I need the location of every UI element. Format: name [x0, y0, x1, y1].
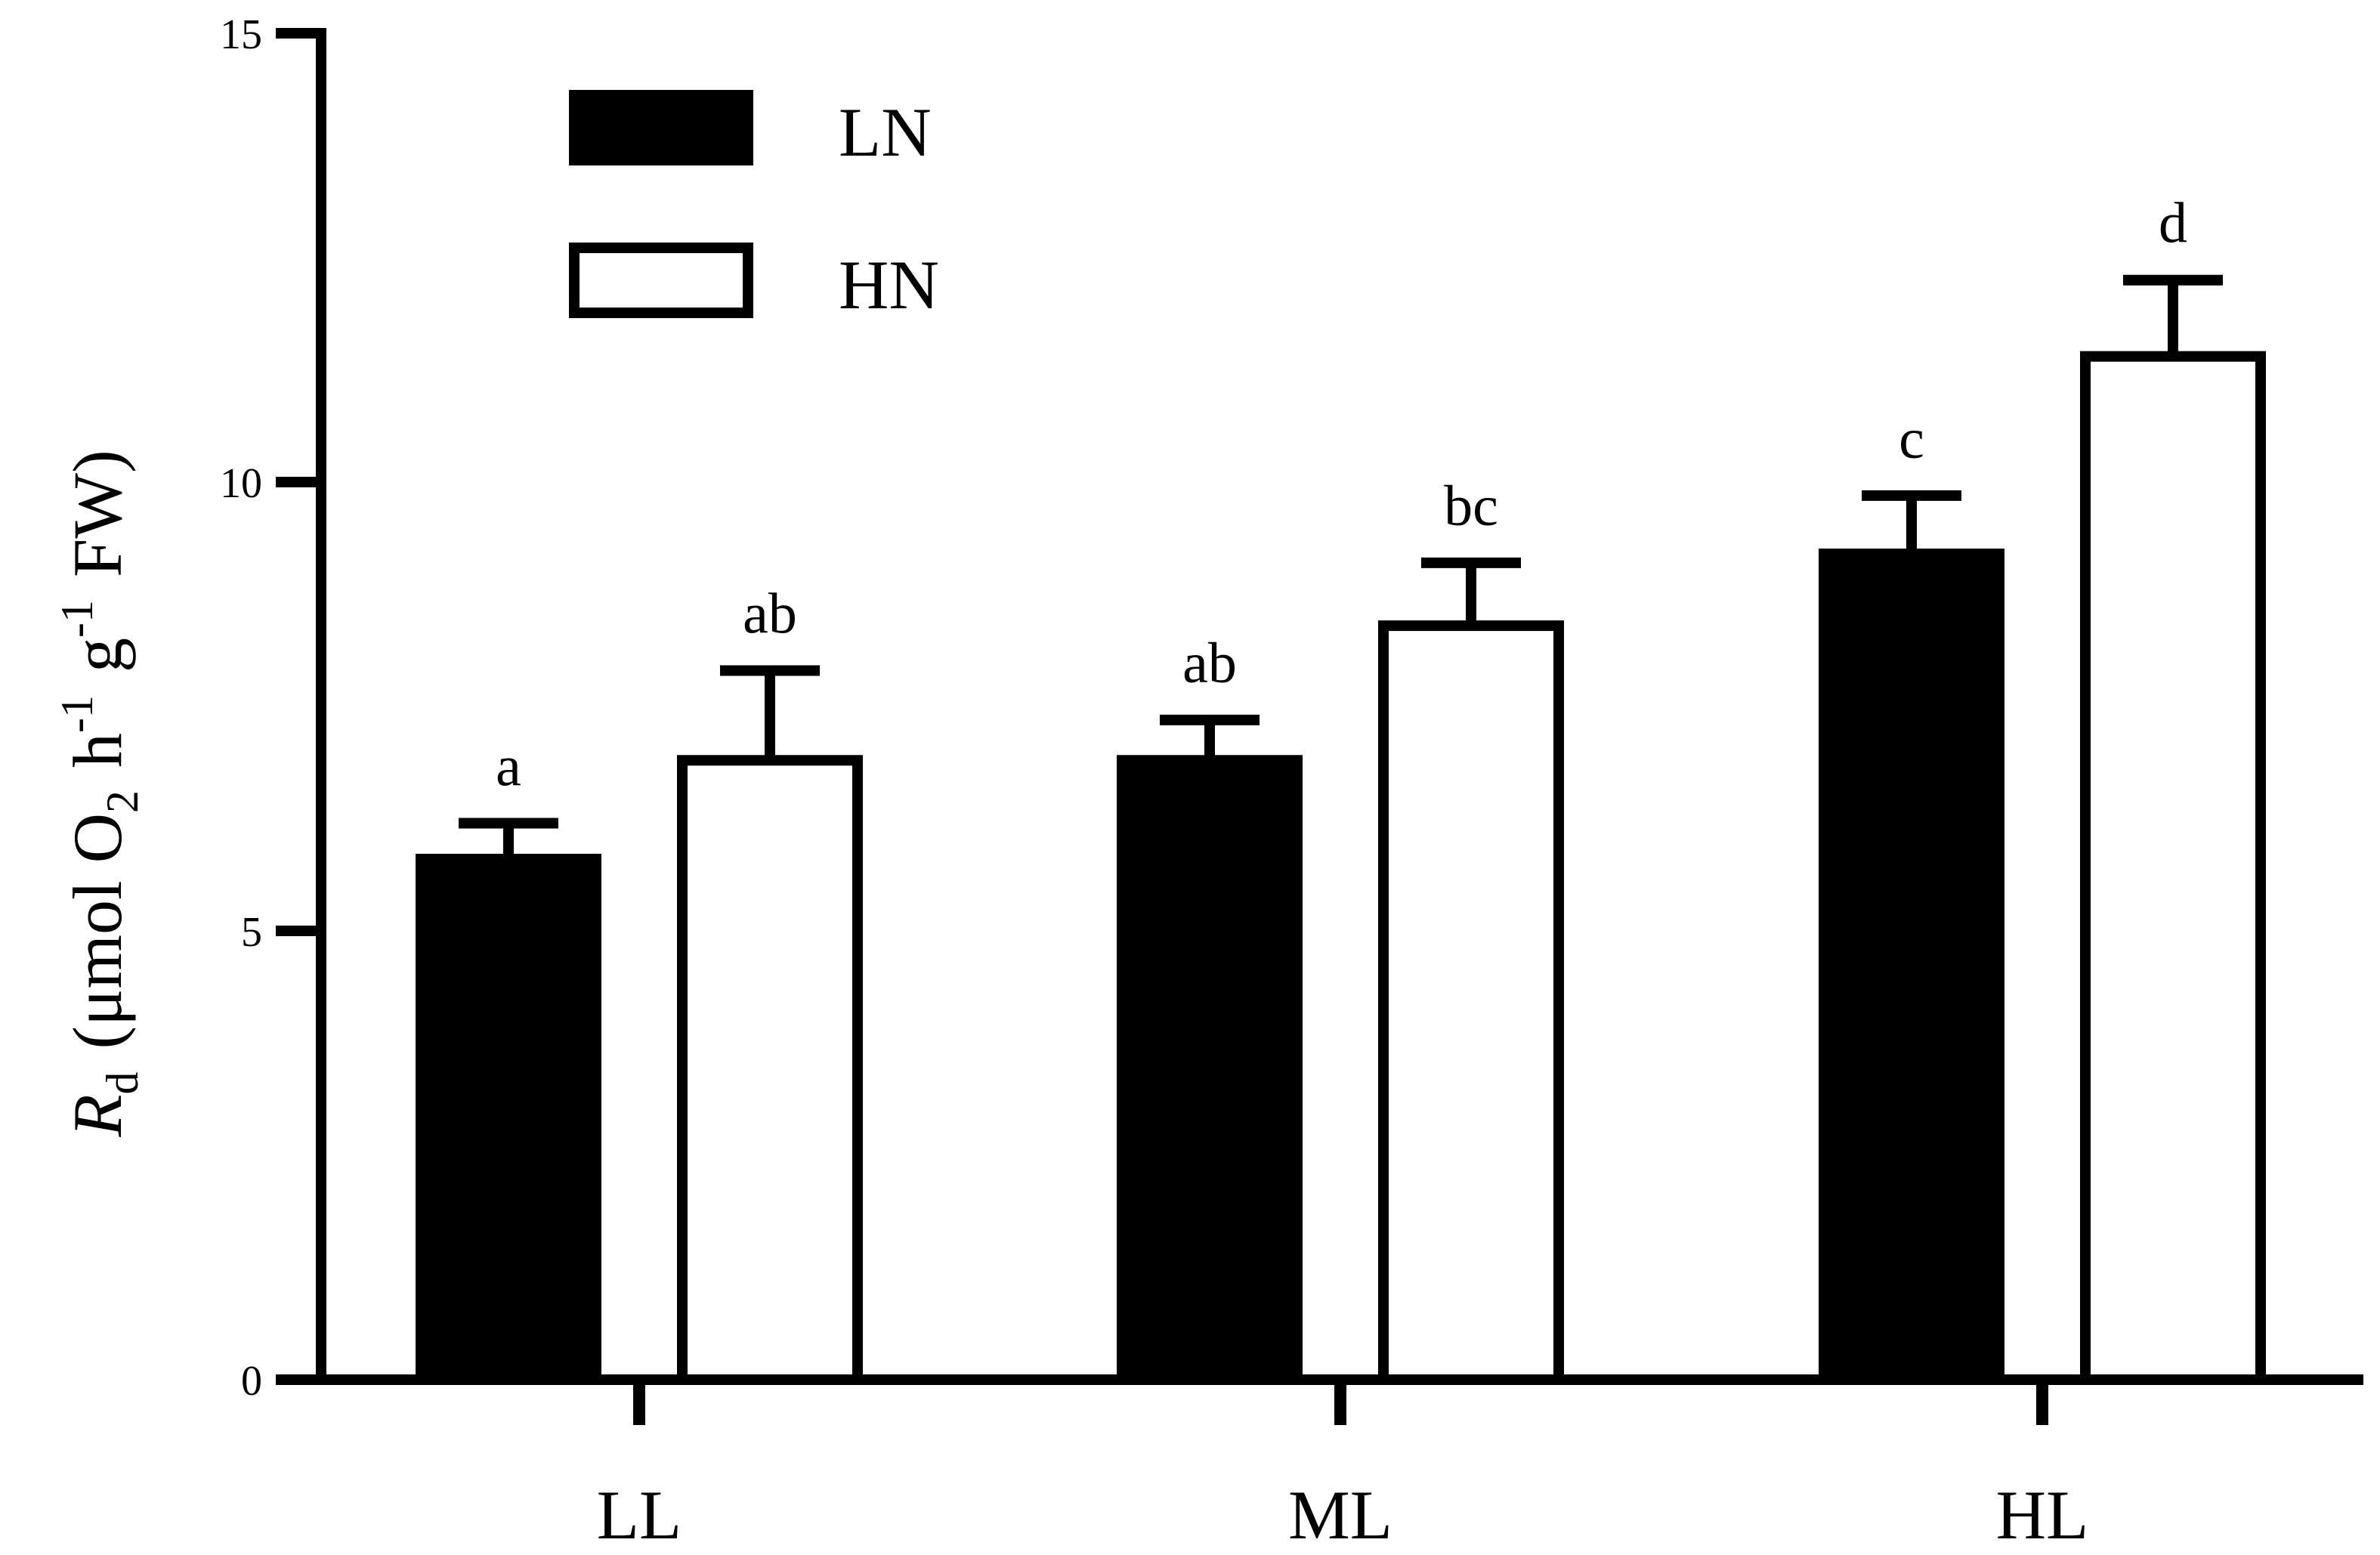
x-tick-label: LL	[597, 1476, 682, 1553]
bar-hn-ll	[677, 755, 863, 1385]
bars-layer	[416, 351, 2266, 1385]
y-axis-label-o2-sub: 2	[97, 790, 147, 813]
bar-ln-hl	[1819, 549, 2004, 1385]
x-ticks: LL ML HL	[597, 1380, 2089, 1553]
error-bars-layer	[459, 274, 2223, 859]
axes: 0 5 10 15 LL ML HL	[220, 11, 2363, 1553]
y-axis-label-h: h	[59, 733, 136, 768]
legend-label-hn: HN	[839, 246, 939, 323]
y-axis-label-symbol: R	[59, 1094, 136, 1137]
y-axis-label: Rd(μmol O2h-1g-1FW)	[52, 450, 147, 1137]
y-tick-label: 5	[241, 909, 262, 956]
x-tick-label: ML	[1288, 1476, 1392, 1553]
bar-ln-ll	[416, 853, 601, 1385]
legend-swatch-ln	[569, 90, 753, 165]
significance-label: d	[2159, 192, 2187, 255]
bar-hn-ml	[1378, 620, 1564, 1385]
significance-label: c	[1899, 407, 1924, 471]
bar-ln-ml	[1117, 755, 1303, 1385]
significance-label: bc	[1444, 475, 1498, 538]
y-axis-label-h-sup: -1	[52, 695, 102, 733]
y-tick-label: 0	[241, 1358, 262, 1405]
x-tick-label: HL	[1996, 1476, 2089, 1553]
y-axis-label-g-sup: -1	[52, 600, 102, 638]
legend-label-ln: LN	[839, 94, 932, 171]
y-tick-label: 10	[220, 460, 262, 507]
legend-swatch-hn	[569, 243, 753, 318]
significance-label: a	[496, 734, 521, 798]
legend: LN HN	[569, 90, 939, 323]
y-axis-label-open: (μmol O	[59, 813, 136, 1050]
y-axis-label-close: FW)	[59, 450, 136, 577]
y-axis-label-g: g	[59, 638, 136, 672]
y-tick-label: 15	[220, 11, 262, 58]
significance-labels-layer: a ab c ab bc d	[496, 192, 2187, 799]
bar-hn-hl	[2080, 351, 2266, 1385]
y-axis-label-symbol-sub: d	[97, 1071, 147, 1094]
y-ticks: 0 5 10 15	[220, 11, 321, 1405]
significance-label: ab	[1182, 632, 1237, 695]
significance-label: ab	[743, 582, 797, 645]
